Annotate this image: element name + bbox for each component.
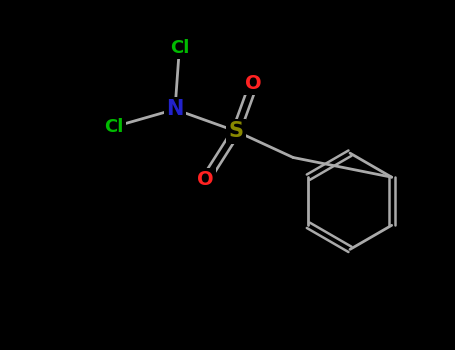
Text: Cl: Cl <box>170 39 189 57</box>
Text: O: O <box>245 74 262 93</box>
Text: O: O <box>197 170 214 189</box>
Text: S: S <box>229 121 244 141</box>
Text: Cl: Cl <box>104 118 123 136</box>
Text: N: N <box>167 99 184 119</box>
